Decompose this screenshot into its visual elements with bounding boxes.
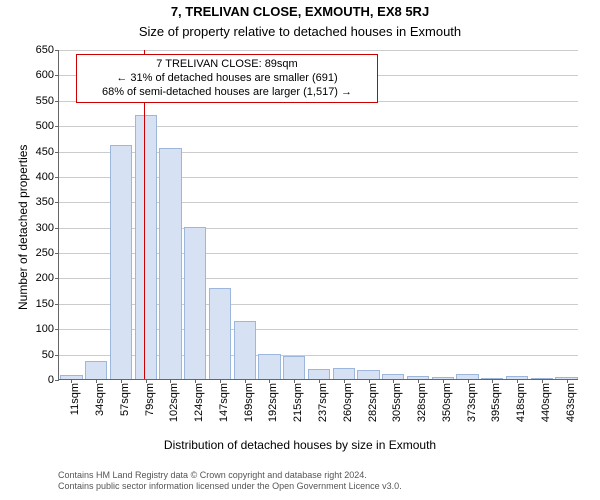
bar bbox=[184, 227, 206, 379]
bar bbox=[357, 370, 379, 379]
annotation-line: ← 31% of detached houses are smaller (69… bbox=[83, 72, 371, 86]
xtick-label: 440sqm bbox=[540, 383, 552, 422]
annotation-line: 68% of semi-detached houses are larger (… bbox=[83, 86, 371, 100]
bar bbox=[333, 368, 355, 379]
xtick-label: 395sqm bbox=[490, 383, 502, 422]
footer-line-2: Contains public sector information licen… bbox=[58, 481, 402, 492]
xtick-label: 305sqm bbox=[391, 383, 403, 422]
xtick-label: 11sqm bbox=[69, 383, 81, 415]
xtick-label: 169sqm bbox=[243, 383, 255, 422]
xtick-label: 350sqm bbox=[441, 383, 453, 422]
xtick-label: 237sqm bbox=[317, 383, 329, 422]
xtick-label: 124sqm bbox=[193, 383, 205, 422]
ytick-label: 550 bbox=[36, 95, 59, 107]
ytick-label: 650 bbox=[36, 44, 59, 56]
annotation-box: 7 TRELIVAN CLOSE: 89sqm← 31% of detached… bbox=[76, 54, 378, 103]
xtick-label: 192sqm bbox=[267, 383, 279, 422]
annotation-line: 7 TRELIVAN CLOSE: 89sqm bbox=[83, 58, 371, 72]
xtick-label: 79sqm bbox=[144, 383, 156, 416]
ytick-label: 100 bbox=[36, 323, 59, 335]
gridline bbox=[59, 50, 578, 51]
bar bbox=[110, 145, 132, 379]
bar bbox=[209, 288, 231, 379]
ytick-label: 500 bbox=[36, 120, 59, 132]
bar bbox=[135, 115, 157, 379]
xtick-label: 57sqm bbox=[119, 383, 131, 416]
bar bbox=[234, 321, 256, 379]
xtick-label: 328sqm bbox=[416, 383, 428, 422]
xtick-label: 102sqm bbox=[168, 383, 180, 422]
chart-subtitle: Size of property relative to detached ho… bbox=[0, 24, 600, 39]
ytick-label: 450 bbox=[36, 146, 59, 158]
page-title: 7, TRELIVAN CLOSE, EXMOUTH, EX8 5RJ bbox=[0, 4, 600, 19]
bar bbox=[283, 356, 305, 379]
ytick-label: 200 bbox=[36, 272, 59, 284]
xtick-label: 147sqm bbox=[218, 383, 230, 422]
xtick-label: 34sqm bbox=[94, 383, 106, 416]
bar bbox=[308, 369, 330, 379]
ytick-label: 300 bbox=[36, 222, 59, 234]
ytick-label: 50 bbox=[42, 349, 59, 361]
ytick-label: 600 bbox=[36, 69, 59, 81]
bar bbox=[159, 148, 181, 379]
ytick-label: 150 bbox=[36, 298, 59, 310]
chart-container: 7, TRELIVAN CLOSE, EXMOUTH, EX8 5RJ Size… bbox=[0, 0, 600, 500]
footer-line-1: Contains HM Land Registry data © Crown c… bbox=[58, 470, 402, 481]
xtick-label: 282sqm bbox=[367, 383, 379, 422]
ytick-label: 350 bbox=[36, 196, 59, 208]
bar bbox=[258, 354, 280, 379]
y-axis-label: Number of detached properties bbox=[16, 145, 30, 310]
ytick-label: 0 bbox=[48, 374, 59, 386]
ytick-label: 250 bbox=[36, 247, 59, 259]
xtick-label: 373sqm bbox=[466, 383, 478, 422]
ytick-label: 400 bbox=[36, 171, 59, 183]
x-axis-label: Distribution of detached houses by size … bbox=[0, 438, 600, 452]
bar bbox=[85, 361, 107, 379]
xtick-label: 215sqm bbox=[292, 383, 304, 422]
attribution-footer: Contains HM Land Registry data © Crown c… bbox=[58, 470, 402, 492]
xtick-label: 418sqm bbox=[515, 383, 527, 422]
xtick-label: 260sqm bbox=[342, 383, 354, 422]
xtick-label: 463sqm bbox=[565, 383, 577, 422]
